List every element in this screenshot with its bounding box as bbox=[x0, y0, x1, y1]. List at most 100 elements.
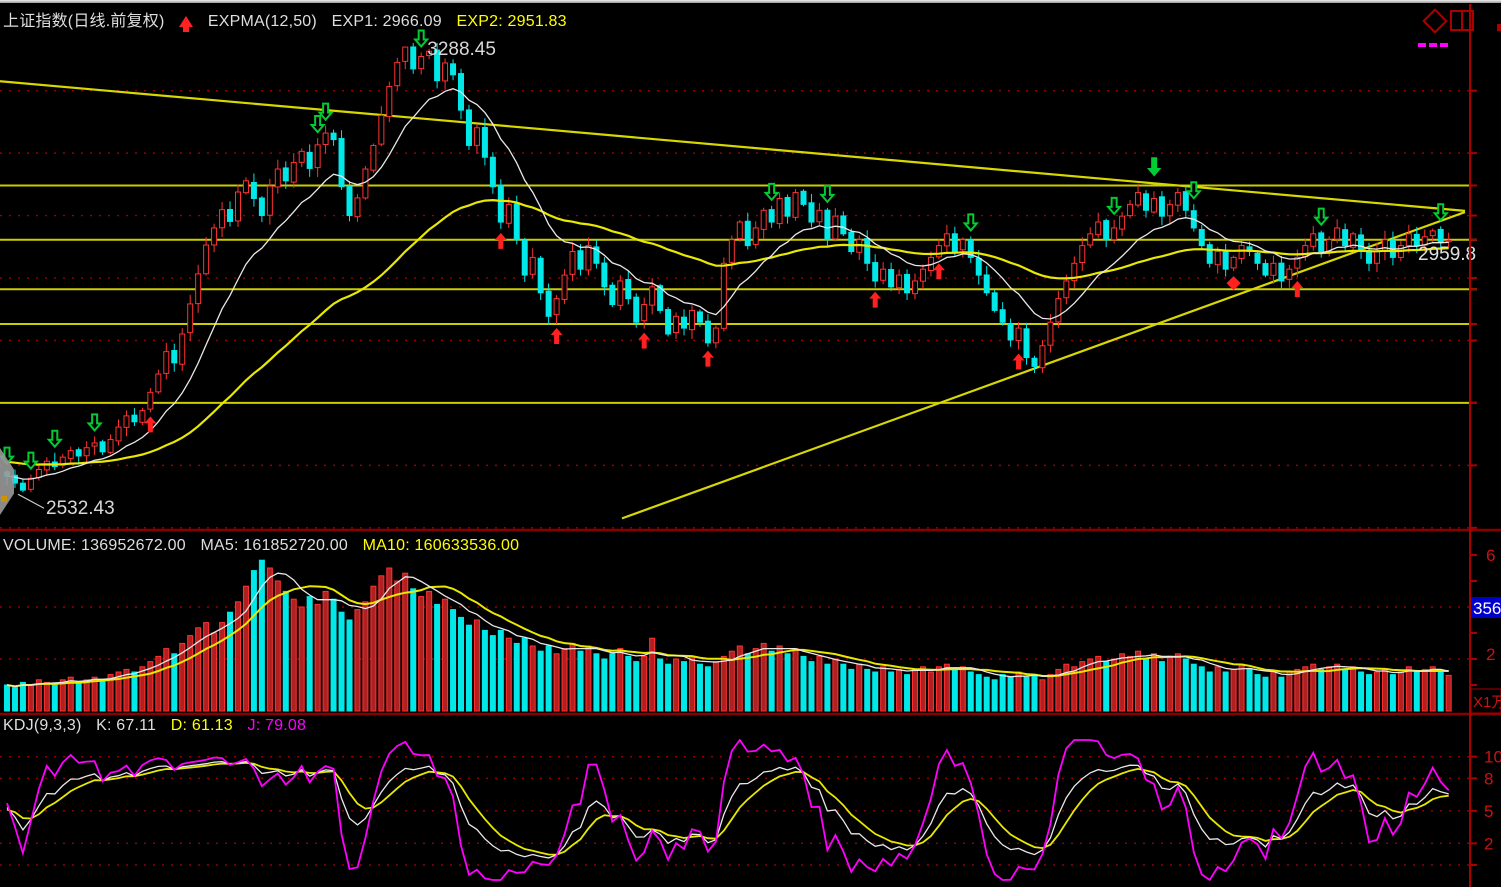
volume-bar bbox=[1294, 668, 1301, 712]
volume-bar bbox=[1150, 653, 1157, 712]
candle-body bbox=[282, 167, 289, 182]
volume-bar bbox=[298, 606, 305, 712]
volume-bar bbox=[179, 642, 186, 712]
volume-bar bbox=[681, 661, 688, 712]
volume-bar bbox=[1095, 655, 1102, 712]
candle-body bbox=[848, 231, 855, 253]
volume-bar bbox=[864, 668, 871, 712]
volume-bar bbox=[402, 572, 409, 712]
kdj-d-line bbox=[6, 761, 1449, 856]
volume-bar bbox=[330, 598, 337, 712]
candle-body bbox=[171, 350, 178, 364]
volume-bar bbox=[290, 598, 297, 712]
candle-body bbox=[1206, 244, 1213, 264]
buy-signal-arrow bbox=[638, 332, 651, 349]
candle-body bbox=[585, 245, 592, 271]
volume-bar bbox=[872, 671, 879, 712]
candle-body bbox=[896, 274, 903, 289]
volume-bar bbox=[1421, 668, 1428, 712]
volume-bar bbox=[1182, 658, 1189, 712]
volume-bar bbox=[1302, 666, 1309, 712]
candle-body bbox=[1318, 232, 1325, 253]
volume-bar bbox=[808, 661, 815, 712]
volume-bar bbox=[1366, 674, 1373, 712]
volume-bar bbox=[1413, 671, 1420, 712]
volume-bar bbox=[561, 648, 568, 712]
volume-bar bbox=[322, 590, 329, 712]
candle-body bbox=[402, 46, 409, 62]
volume-bar bbox=[465, 624, 472, 712]
volume-bar bbox=[991, 679, 998, 712]
buy-signal-arrow bbox=[932, 263, 945, 280]
volume-bar bbox=[1198, 666, 1205, 712]
candle-body bbox=[712, 327, 719, 344]
volume-bar bbox=[282, 590, 289, 712]
volume-bar bbox=[346, 619, 353, 712]
candle-body bbox=[1278, 262, 1285, 282]
candle-body bbox=[808, 202, 815, 223]
volume-bar bbox=[147, 661, 154, 712]
candle-body bbox=[609, 284, 616, 306]
kdj-axis-label: 10 bbox=[1484, 748, 1501, 767]
volume-bar bbox=[521, 637, 528, 712]
volume-bar bbox=[688, 655, 695, 712]
candle-body bbox=[617, 280, 624, 306]
candle-body bbox=[681, 316, 688, 329]
candle-body bbox=[1023, 328, 1030, 359]
candle-body bbox=[967, 239, 974, 258]
volume-multiplier-label: X1万 bbox=[1473, 694, 1501, 711]
volume-bar bbox=[489, 635, 496, 712]
candle-body bbox=[1270, 262, 1277, 276]
volume-bar bbox=[601, 658, 608, 712]
volume-bar bbox=[1278, 676, 1285, 712]
volume-bar bbox=[1079, 661, 1086, 712]
volume-bar bbox=[856, 663, 863, 712]
volume-bar bbox=[107, 674, 114, 712]
volume-bar bbox=[999, 674, 1006, 712]
buy-signal-arrow bbox=[701, 350, 714, 367]
diamond-tool-icon[interactable] bbox=[1422, 8, 1448, 34]
volume-bar bbox=[139, 666, 146, 712]
volume-bar bbox=[1039, 679, 1046, 712]
expma-line bbox=[6, 198, 1449, 466]
candle-body bbox=[497, 184, 504, 223]
candle-body bbox=[1031, 357, 1038, 367]
candle-body bbox=[1087, 233, 1094, 246]
side-panel-handle[interactable] bbox=[0, 448, 14, 515]
candle-body bbox=[657, 285, 664, 311]
volume-bar bbox=[513, 642, 520, 712]
volume-bar bbox=[227, 611, 234, 712]
candle-body bbox=[975, 257, 982, 276]
candle-body bbox=[211, 227, 218, 246]
candle-body bbox=[219, 209, 226, 229]
sell-signal-arrow bbox=[1313, 207, 1330, 227]
volume-bar bbox=[1087, 658, 1094, 712]
volume-value: VOLUME: 136952672.00 bbox=[3, 537, 186, 554]
volume-bar bbox=[927, 671, 934, 712]
candle-body bbox=[354, 197, 361, 218]
volume-bar bbox=[1103, 661, 1110, 712]
candle-body bbox=[951, 233, 958, 253]
candle-body bbox=[234, 191, 241, 222]
volume-bar bbox=[19, 681, 26, 712]
candle-body bbox=[298, 150, 305, 163]
candle-body bbox=[1310, 233, 1317, 247]
kdj-j-value: J: 79.08 bbox=[247, 717, 307, 734]
split-window-icon-2[interactable] bbox=[1461, 10, 1474, 31]
candle-body bbox=[99, 441, 106, 453]
volume-bar bbox=[880, 666, 887, 712]
volume-bar bbox=[609, 653, 616, 712]
volume-bar bbox=[617, 648, 624, 712]
volume-bar bbox=[203, 622, 210, 712]
low-price-pointer bbox=[17, 493, 45, 509]
candle-body bbox=[83, 447, 90, 457]
volume-bar bbox=[426, 590, 433, 712]
sell-signal-arrow bbox=[22, 451, 40, 471]
volume-bar bbox=[458, 616, 465, 712]
volume-bar bbox=[824, 663, 831, 712]
candle-body bbox=[1445, 239, 1452, 243]
volume-bar bbox=[4, 684, 10, 712]
candle-body bbox=[322, 132, 329, 145]
volume-bar bbox=[1230, 668, 1237, 712]
